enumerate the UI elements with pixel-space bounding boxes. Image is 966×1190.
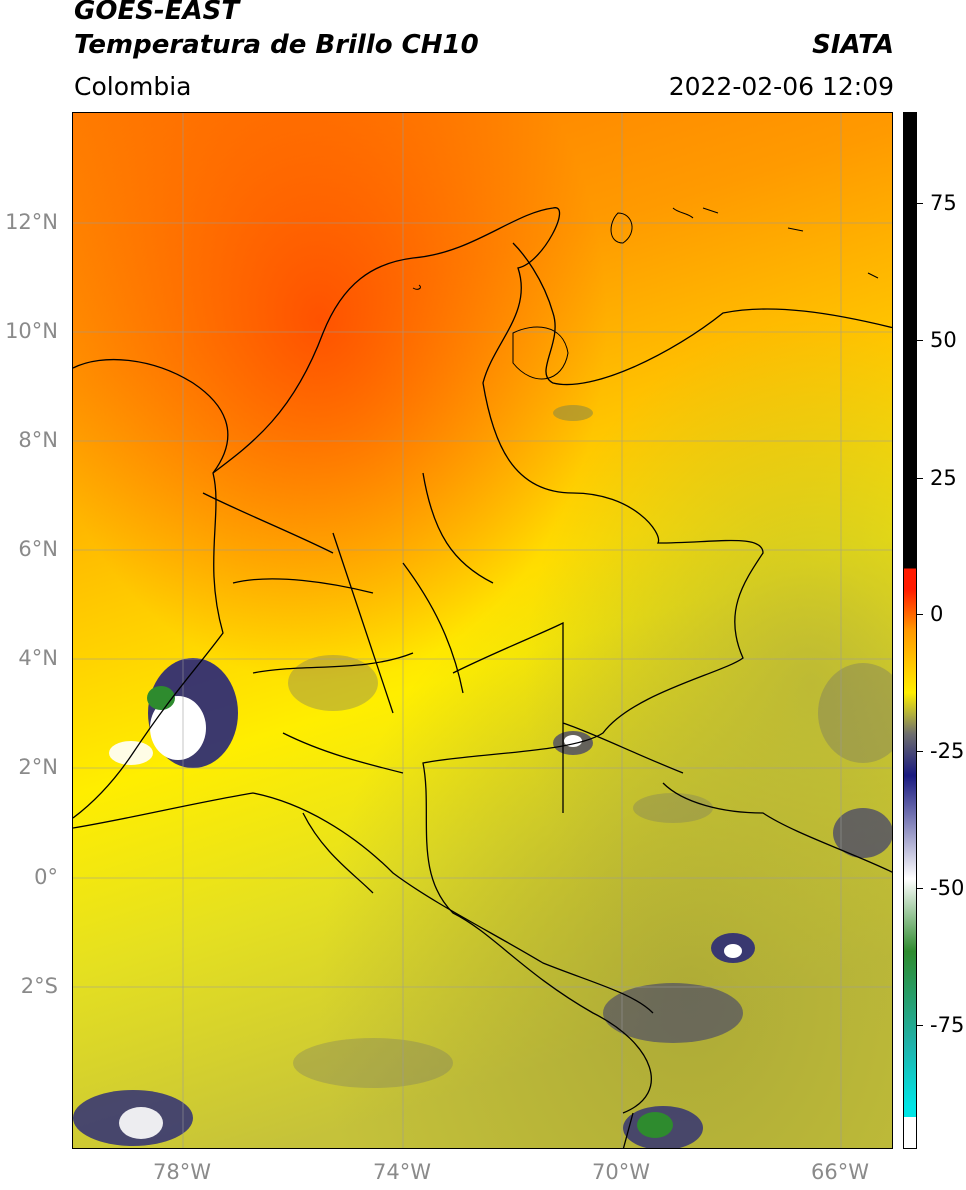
lat-label-10n: 10°N bbox=[5, 319, 58, 343]
datetime-label: 2022-02-06 12:09 bbox=[668, 72, 894, 101]
lat-label-0: 0° bbox=[34, 865, 58, 889]
lon-label-66w: 66°W bbox=[811, 1160, 869, 1184]
colorbar-label-25: 25 bbox=[930, 466, 957, 490]
colorbar-tick bbox=[917, 478, 923, 479]
satellite-map bbox=[73, 113, 892, 1148]
borders bbox=[73, 207, 892, 1148]
colorbar-label-minus50: -50 bbox=[930, 876, 965, 900]
map-panel[interactable] bbox=[72, 112, 893, 1149]
cold-region-east bbox=[73, 113, 892, 1148]
lon-label-78w: 78°W bbox=[153, 1160, 211, 1184]
lat-label-4n: 4°N bbox=[18, 646, 58, 670]
colorbar-tick bbox=[917, 751, 923, 752]
graticule bbox=[73, 113, 892, 1148]
colorbar-label-0: 0 bbox=[930, 602, 944, 626]
region-label: Colombia bbox=[74, 72, 192, 101]
coast-details bbox=[412, 207, 879, 380]
organization-label: SIATA bbox=[812, 30, 894, 60]
lat-label-2n: 2°N bbox=[18, 755, 58, 779]
lon-label-70w: 70°W bbox=[592, 1160, 650, 1184]
colorbar-tick bbox=[917, 888, 923, 889]
lat-label-12n: 12°N bbox=[5, 210, 58, 234]
colorbar bbox=[903, 112, 917, 1149]
lat-label-8n: 8°N bbox=[18, 428, 58, 452]
lon-label-74w: 74°W bbox=[373, 1160, 431, 1184]
title-line1: GOES-EAST bbox=[74, 0, 240, 26]
colorbar-label-75: 75 bbox=[930, 191, 957, 215]
colorbar-label-50: 50 bbox=[930, 328, 957, 352]
colorbar-label-minus75: -75 bbox=[930, 1013, 965, 1037]
cloud-clusters bbox=[73, 405, 892, 1148]
colorbar-tick bbox=[917, 614, 923, 615]
colorbar-tick bbox=[917, 340, 923, 341]
colorbar-tick bbox=[917, 203, 923, 204]
colorbar-label-minus25: -25 bbox=[930, 739, 965, 763]
lat-label-2s: 2°S bbox=[20, 974, 58, 998]
title-line2: Temperatura de Brillo CH10 bbox=[74, 30, 479, 60]
colorbar-tick bbox=[917, 1025, 923, 1026]
lat-label-6n: 6°N bbox=[18, 537, 58, 561]
